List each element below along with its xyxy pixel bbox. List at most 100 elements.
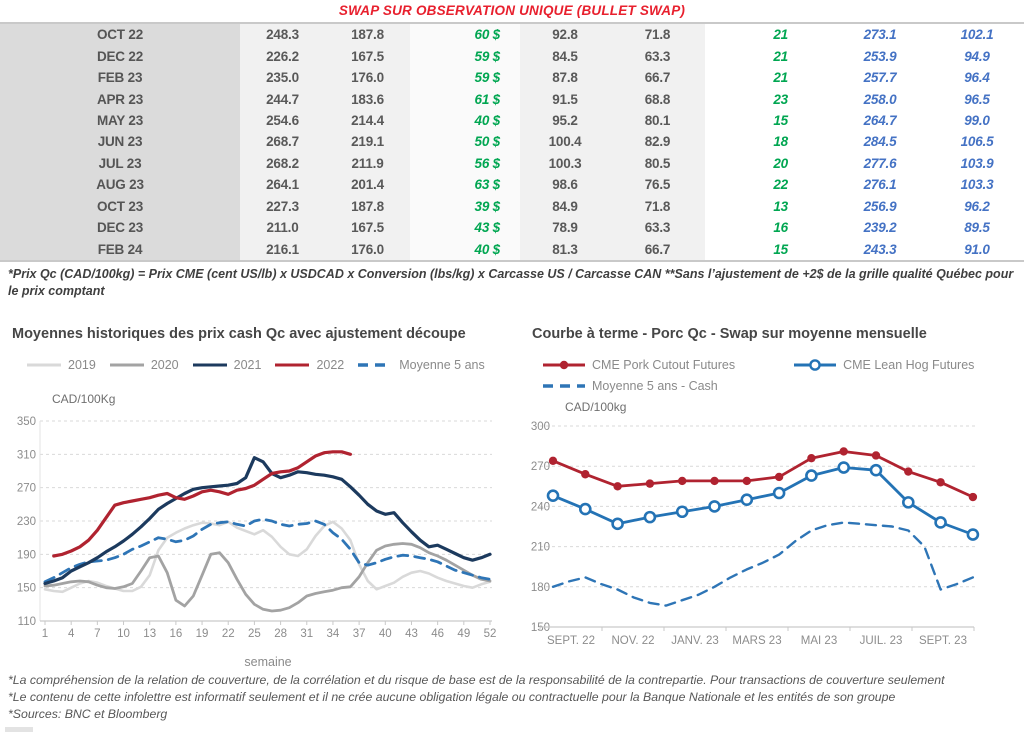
table-cell: 264.7 (863, 113, 897, 129)
sources-line: *Sources: BNC et Bloomberg (8, 707, 168, 722)
table-cell: 20 (773, 155, 788, 171)
table-cell: 66.7 (610, 66, 705, 89)
table-cell: 268.2 (240, 152, 325, 175)
legend-label: 2020 (150, 358, 179, 372)
table-row: MAY 23 254.6 214.4 40 $95.2 80.1 15 264.7 99.0 (0, 109, 1024, 132)
svg-text:13: 13 (143, 628, 156, 640)
svg-text:19: 19 (196, 628, 209, 640)
svg-text:25: 25 (248, 628, 261, 640)
table-cell: 96.4 (964, 70, 990, 86)
table-cell: 13 (773, 198, 788, 214)
table-cell: 284.5 (863, 134, 897, 150)
svg-text:JUIL. 23: JUIL. 23 (860, 635, 903, 647)
svg-text:350: 350 (17, 416, 36, 428)
table-row: FEB 24 216.1 176.0 40 $81.3 66.7 15 243.3 91.0 (0, 238, 1024, 260)
svg-text:40: 40 (379, 628, 392, 640)
svg-text:43: 43 (405, 628, 418, 640)
svg-text:22: 22 (222, 628, 235, 640)
table-cell: 21 (773, 70, 788, 86)
svg-text:31: 31 (300, 628, 313, 640)
table-cell: 167.5 (325, 217, 410, 239)
line-swatch-2020 (109, 359, 145, 371)
table-row: DEC 22 226.2 167.5 59 $84.5 63.3 21 253.9 94.9 (0, 45, 1024, 67)
series-cme-lean-hog-futures (546, 461, 980, 541)
series-2020 (43, 542, 492, 613)
series-2021 (43, 456, 492, 586)
table-cell: 187.8 (325, 24, 410, 46)
table-cell-month: OCT 22 (0, 24, 240, 46)
svg-text:34: 34 (327, 628, 340, 640)
legend-label: CME Lean Hog Futures (843, 358, 975, 372)
table-cell: 59 $ (410, 66, 520, 89)
y-axis-unit-label: CAD/100Kg (52, 392, 116, 406)
table-cell-month: DEC 23 (0, 217, 240, 239)
swap-table: OCT 22 248.3 187.8 60 $92.8 71.8 21 273.1 102.1… (0, 24, 1024, 260)
table-cell: 264.1 (240, 174, 325, 196)
svg-text:4: 4 (68, 628, 75, 640)
table-cell: 268.7 (240, 131, 325, 153)
table-cell: 84.5 (520, 45, 610, 67)
legend-item-moyenne-5-ans: Moyenne 5 ans (357, 358, 485, 372)
svg-text:37: 37 (353, 628, 366, 640)
table-cell: 63.3 (610, 217, 705, 239)
svg-text:52: 52 (484, 628, 497, 640)
table-row: DEC 23 211.0 167.5 43 $78.9 63.3 16 239.2 89.5 (0, 217, 1024, 239)
series-2022 (52, 450, 352, 558)
svg-text:10: 10 (117, 628, 130, 640)
table-cell: 91.0 (964, 241, 990, 257)
table-cell: 43 $ (410, 217, 520, 239)
series-moyenne-5-ans-cash (551, 521, 975, 607)
table-cell: 84.9 (520, 195, 610, 218)
table-bottom-border (0, 260, 1024, 262)
table-cell: 226.2 (240, 45, 325, 67)
table-cell: 16 (773, 220, 788, 236)
line-swatch-2022 (274, 359, 310, 371)
svg-text:270: 270 (17, 483, 36, 495)
table-cell: 277.6 (863, 155, 897, 171)
table-cell: 99.0 (964, 113, 990, 129)
legend-label: 2022 (316, 358, 345, 372)
historical-chart-svg: 110 150 190 230 270 310 350 1 4 7 10 13 16 19 22 25 28 31… (17, 416, 497, 640)
dashed-line-swatch (357, 359, 393, 371)
table-cell: 239.2 (863, 220, 897, 236)
legend-item-2022: 2022 (274, 358, 344, 372)
table-cell: 243.3 (863, 241, 897, 257)
legend-item-2020: 2020 (109, 358, 179, 372)
table-cell: 78.9 (520, 217, 610, 239)
table-row: JUN 23 268.7 219.1 50 $100.4 82.9 18 284.5 106.… (0, 131, 1024, 153)
svg-text:240: 240 (531, 501, 550, 513)
dashed-line-swatch (542, 380, 586, 392)
table-cell: 39 $ (410, 195, 520, 218)
table-cell: 254.6 (240, 109, 325, 132)
legend-label: CME Pork Cutout Futures (592, 358, 736, 372)
svg-text:310: 310 (17, 449, 36, 461)
table-cell: 50 $ (410, 131, 520, 153)
table-cell: 214.4 (325, 109, 410, 132)
legend-item-2021: 2021 (192, 358, 261, 372)
table-cell: 94.9 (964, 48, 990, 64)
table-cell: 92.8 (520, 24, 610, 46)
table-cell: 15 (773, 241, 788, 257)
chart-legend: CME Pork Cutout Futures CME Lean Hog Fut… (542, 358, 974, 372)
svg-text:270: 270 (531, 461, 550, 473)
table-cell: 71.8 (610, 24, 705, 46)
table-row: FEB 23 235.0 176.0 59 $87.8 66.7 21 257.7 96.4 (0, 66, 1024, 89)
line-dot-swatch (542, 359, 586, 371)
svg-text:190: 190 (17, 549, 36, 561)
svg-text:110: 110 (18, 616, 36, 628)
table-cell: 96.2 (964, 198, 990, 214)
table-cell: 80.1 (610, 109, 705, 132)
table-cell: 276.1 (863, 177, 897, 193)
table-cell-month: AUG 23 (0, 174, 240, 196)
line-swatch-2019 (26, 359, 62, 371)
table-cell: 59 $ (410, 45, 520, 67)
table-cell: 15 (773, 113, 788, 129)
svg-text:150: 150 (17, 583, 36, 595)
series-moyenne-5-ans (43, 517, 492, 584)
table-cell: 40 $ (410, 238, 520, 260)
table-row: JUL 23 268.2 211.9 56 $100.3 80.5 20 277.6 103.… (0, 152, 1024, 175)
table-cell: 95.2 (520, 109, 610, 132)
table-cell: 23 (773, 91, 788, 107)
table-cell: 167.5 (325, 45, 410, 67)
table-cell: 100.3 (520, 152, 610, 175)
